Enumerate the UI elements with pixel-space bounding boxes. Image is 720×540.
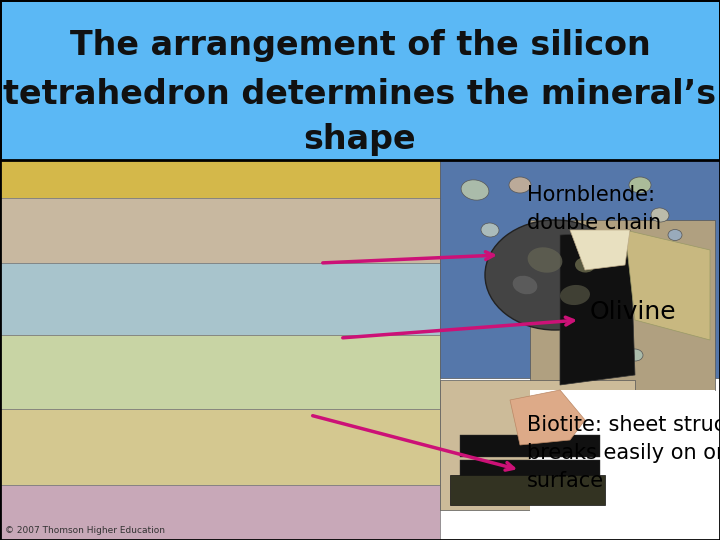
Ellipse shape [485, 220, 625, 330]
Ellipse shape [509, 177, 531, 193]
Ellipse shape [627, 349, 643, 361]
Bar [0, 263, 440, 335]
Text: tetrahedron determines the mineral’s: tetrahedron determines the mineral’s [4, 78, 716, 111]
Bar [450, 475, 605, 505]
Polygon shape [625, 230, 710, 340]
Bar [460, 460, 600, 478]
Bar [460, 480, 600, 500]
Polygon shape [510, 390, 585, 445]
Bar [440, 380, 635, 510]
Ellipse shape [513, 276, 537, 294]
Text: © 2007 Thomson Higher Education: © 2007 Thomson Higher Education [5, 526, 165, 535]
Ellipse shape [651, 208, 669, 222]
Polygon shape [560, 230, 635, 385]
Text: Biotite: sheet structure;
breaks easily on one
surface: Biotite: sheet structure; breaks easily … [527, 415, 720, 491]
Bar [530, 390, 715, 540]
Ellipse shape [528, 247, 562, 273]
Bar [0, 409, 440, 485]
Bar [0, 0, 720, 160]
Bar [0, 335, 440, 409]
Ellipse shape [629, 177, 651, 193]
Ellipse shape [575, 258, 595, 273]
Bar [530, 220, 715, 390]
Text: The arrangement of the silicon: The arrangement of the silicon [70, 29, 650, 62]
Text: Hornblende:
double chain: Hornblende: double chain [527, 185, 661, 233]
Bar [460, 435, 600, 457]
Ellipse shape [461, 180, 489, 200]
Ellipse shape [560, 285, 590, 305]
Bar [0, 198, 440, 263]
Bar [440, 160, 720, 378]
Polygon shape [570, 230, 630, 270]
Bar [0, 160, 440, 198]
Text: shape: shape [304, 124, 416, 157]
Ellipse shape [605, 333, 625, 348]
Ellipse shape [481, 223, 499, 237]
Text: Olivine: Olivine [590, 300, 677, 324]
Bar [0, 485, 440, 540]
Ellipse shape [668, 230, 682, 240]
